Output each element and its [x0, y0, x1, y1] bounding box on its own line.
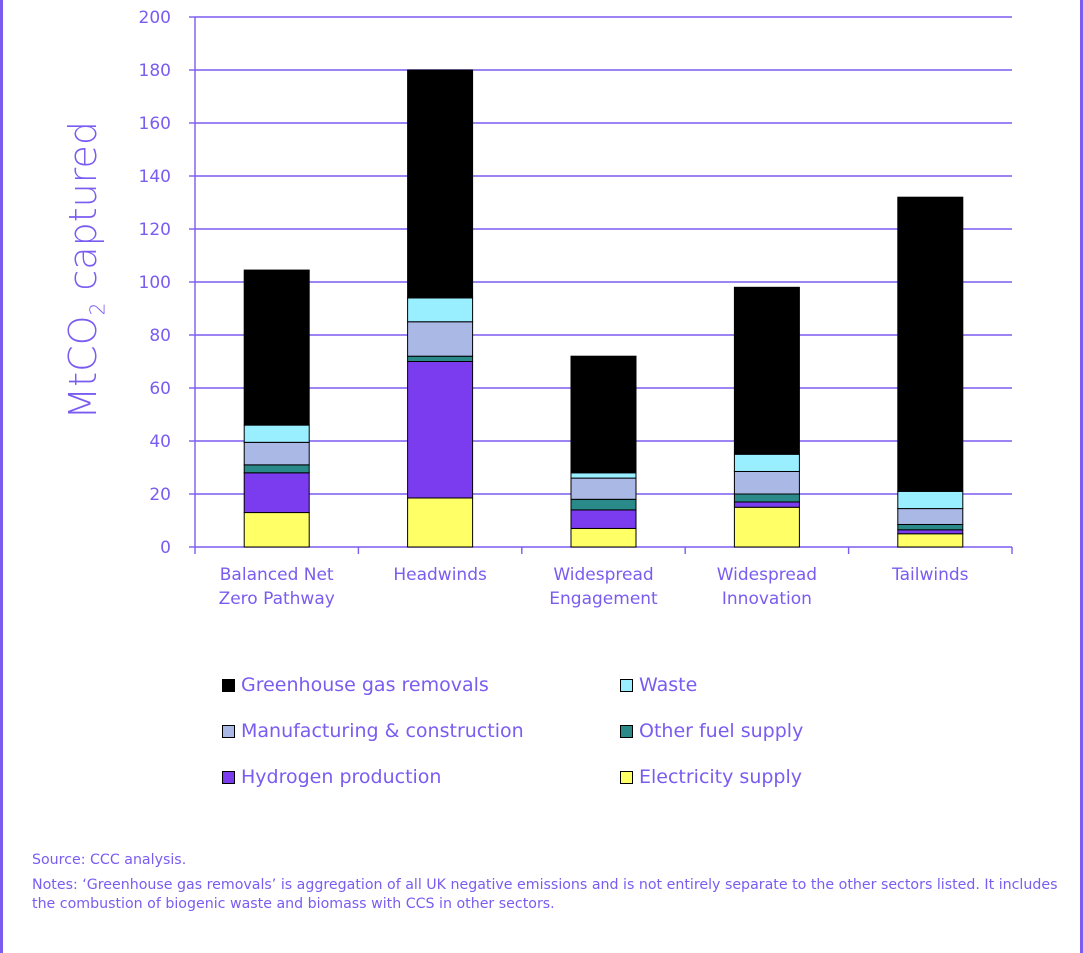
x-category-label: Engagement	[549, 589, 658, 609]
frame-border-right	[1080, 0, 1083, 953]
notes-text: Notes: ‘Greenhouse gas removals’ is aggr…	[32, 877, 1058, 912]
legend-item: Other fuel supply	[620, 718, 870, 744]
bar-segment	[570, 527, 637, 548]
y-axis-label: MtCO2 captured	[61, 121, 110, 420]
bar-segment	[243, 472, 310, 514]
x-category-label: Zero Pathway	[219, 589, 335, 609]
y-tick-label: 40	[149, 432, 171, 452]
y-tick-label: 100	[139, 273, 171, 293]
x-category-label: Headwinds	[393, 565, 487, 585]
y-axis-label-tail: captured	[60, 120, 105, 303]
x-category-label: Tailwinds	[891, 565, 969, 585]
x-category-label: Widespread	[553, 565, 653, 585]
bar-segment	[407, 69, 474, 299]
x-category-label: Widespread	[717, 565, 817, 585]
y-tick-label: 60	[149, 379, 171, 399]
chart-legend: Greenhouse gas removals Waste Manufacturin…	[222, 672, 872, 790]
y-tick-label: 80	[149, 326, 171, 346]
legend-label: Manufacturing & construction	[241, 720, 524, 742]
y-tick-label: 160	[139, 114, 171, 134]
bar-segment	[897, 508, 964, 525]
source-note: Source: CCC analysis.	[32, 852, 187, 868]
legend-swatch	[222, 770, 235, 784]
legend-swatch	[222, 724, 235, 738]
bar-segment	[733, 286, 800, 455]
legend-swatch	[620, 724, 633, 738]
frame-border-left	[0, 0, 3, 953]
bar-segment	[897, 196, 964, 492]
legend-label: Waste	[639, 674, 698, 696]
bar-segment	[243, 269, 310, 426]
bar-segment	[243, 512, 310, 548]
bar-segment	[243, 464, 310, 474]
bar-segment	[733, 493, 800, 503]
bar-segment	[897, 529, 964, 535]
bar-segment	[407, 497, 474, 548]
bar-segment	[407, 355, 474, 363]
bar-segment	[897, 533, 964, 548]
bar-segment	[570, 498, 637, 511]
bar-segment	[407, 361, 474, 499]
legend-swatch	[222, 678, 235, 692]
legend-item: Hydrogen production	[222, 764, 620, 790]
bar-segment	[897, 490, 964, 510]
bar-segment	[733, 453, 800, 472]
legend-item: Greenhouse gas removals	[222, 672, 620, 698]
legend-swatch	[620, 678, 633, 692]
bar-segment	[243, 441, 310, 466]
bar-segment	[407, 297, 474, 323]
y-axis-label-wrap: MtCO2 captured	[40, 70, 130, 470]
bar-segment	[570, 509, 637, 529]
bar-segment	[897, 523, 964, 531]
bar-segment	[733, 470, 800, 495]
bar-segment	[733, 501, 800, 508]
y-tick-label: 140	[139, 167, 171, 187]
y-tick-label: 180	[139, 61, 171, 81]
bar-segment	[243, 424, 310, 443]
bar-segment	[570, 472, 637, 479]
y-tick-label: 120	[139, 220, 171, 240]
legend-item: Waste	[620, 672, 870, 698]
x-category-label: Innovation	[722, 589, 812, 609]
stacked-bar-chart: 0 20 40 60 80 100 120 140 160 180 200 Balanced Net Z…	[139, 8, 1013, 609]
bar-segment	[570, 355, 637, 474]
legend-label: Greenhouse gas removals	[241, 674, 489, 696]
y-axis-label-main: MtCO	[60, 315, 105, 420]
bar-segment	[733, 506, 800, 548]
legend-item: Electricity supply	[620, 764, 870, 790]
x-category-label: Balanced Net	[220, 565, 334, 585]
legend-label: Hydrogen production	[241, 766, 442, 788]
y-tick-label: 200	[139, 8, 171, 28]
y-tick-label: 0	[160, 538, 171, 558]
legend-swatch	[620, 770, 633, 784]
bar-segment	[570, 477, 637, 500]
legend-label: Electricity supply	[639, 766, 803, 788]
y-tick-label: 20	[149, 485, 171, 505]
legend-label: Other fuel supply	[639, 720, 804, 742]
y-axis-label-subscript: 2	[85, 302, 110, 316]
legend-item: Manufacturing & construction	[222, 718, 620, 744]
bar-segment	[407, 321, 474, 357]
